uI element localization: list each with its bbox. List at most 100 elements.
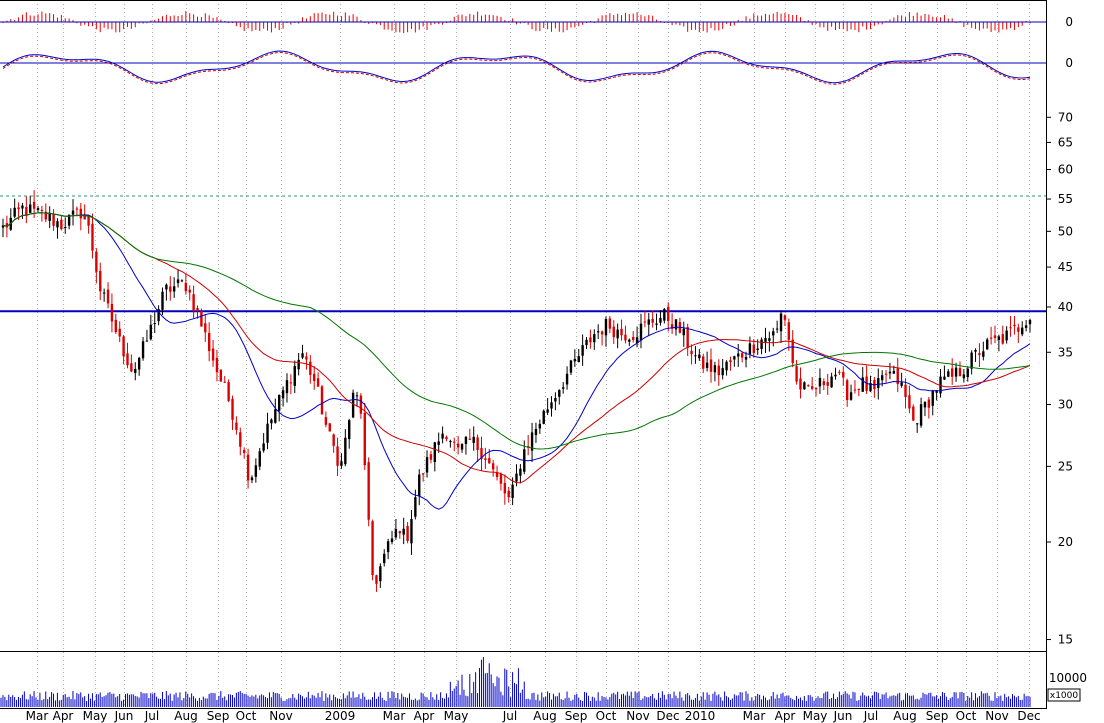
candle-body [5,223,9,228]
candle-body [752,344,755,354]
candle-body [495,472,499,478]
candle-body [639,323,643,341]
candle-body [95,251,98,272]
candle-body [779,313,783,332]
moving-average-1 [2,212,1031,484]
x-month-label: Mar [26,709,49,723]
candle-body [993,335,997,338]
histogram-zero-label: 0 [1065,15,1073,29]
candle-body [281,390,285,399]
candle-body [421,473,425,475]
candle-body [1,225,5,228]
candle-body [398,531,401,534]
candle-body [674,319,678,330]
candle-body [44,211,47,220]
candle-body [503,482,507,494]
candle-body [332,434,335,446]
x-month-label: Jul [502,709,517,723]
candle-body [320,386,324,415]
oscillator-panel [0,50,1046,85]
candle-body [231,398,234,420]
candle-body [21,205,24,209]
candle-body [725,361,728,371]
candle-body [982,351,985,357]
x-month-label: Oct [956,709,977,723]
candle-body [464,436,468,445]
candle-body [515,473,518,482]
candle-body [845,380,849,401]
candle-body [285,380,289,394]
candle-body [79,208,83,219]
candle-body [429,454,433,460]
candle-body [667,306,670,321]
candle-body [682,328,685,336]
oscillator-zero-label: 0 [1065,56,1073,70]
candle-body [857,388,861,391]
volume-unit-box [1047,688,1081,702]
candle-body [612,326,615,338]
candle-body [628,339,631,342]
candle-body [71,210,75,215]
candle-body [56,221,59,228]
candle-body [157,309,160,322]
candle-body [768,338,771,341]
candle-body [737,353,740,357]
candle-body [468,438,472,440]
candle-body [690,350,693,355]
candle-body [577,356,580,363]
candle-body [270,419,273,424]
candle-body [313,373,316,381]
candle-body [223,381,226,383]
candle-body [511,484,514,499]
candle-body [305,356,308,360]
candle-body [989,337,993,339]
x-month-label: Nov [269,709,292,723]
candle-body [1009,327,1012,329]
x-month-label: Aug [533,709,556,723]
x-month-label: Jun [114,709,134,723]
candle-body [554,397,557,402]
x-month-label: Nov [626,709,649,723]
y-tick-label: 20 [1058,535,1073,549]
x-month-label: Nov [985,709,1008,723]
volume-panel [0,657,1031,707]
candle-body [169,286,172,292]
candle-body [1013,324,1016,327]
candle-body [32,201,36,209]
candle-body [958,368,962,377]
candle-body [915,423,919,425]
y-tick-label: 25 [1058,459,1073,473]
candle-body [13,207,16,217]
candle-body [663,309,666,321]
candle-body [246,454,250,481]
candle-body [340,461,343,466]
candle-body [371,521,374,576]
candle-body [818,377,822,387]
candle-body [301,353,304,358]
volume-tick-label: 10000 [1049,671,1087,685]
candle-body [1001,334,1004,344]
oscillator-line-1 [2,51,1031,85]
candle-body [939,376,942,394]
candle-body [402,528,405,535]
candle-body [589,337,592,343]
x-month-label: Jul [863,709,878,723]
y-tick-label: 35 [1058,345,1073,359]
candle-body [176,279,180,284]
candle-body [810,386,814,389]
candle-body [943,376,946,380]
candle-body [52,214,55,226]
candle-body [740,353,744,358]
candle-body [670,324,674,329]
candle-body [947,371,950,377]
candle-body [694,355,697,357]
tick-labels: 70 65 60 55 50 45 40 35 30 25 20 15 0 0 10000 x1000 [1046,15,1087,702]
candle-body [616,329,619,339]
candle-body [1028,319,1032,325]
volume-unit-label: x1000 [1050,691,1079,701]
candle-body [36,207,40,211]
candle-body [585,339,588,346]
candle-body [145,340,149,342]
candle-body [542,410,545,424]
